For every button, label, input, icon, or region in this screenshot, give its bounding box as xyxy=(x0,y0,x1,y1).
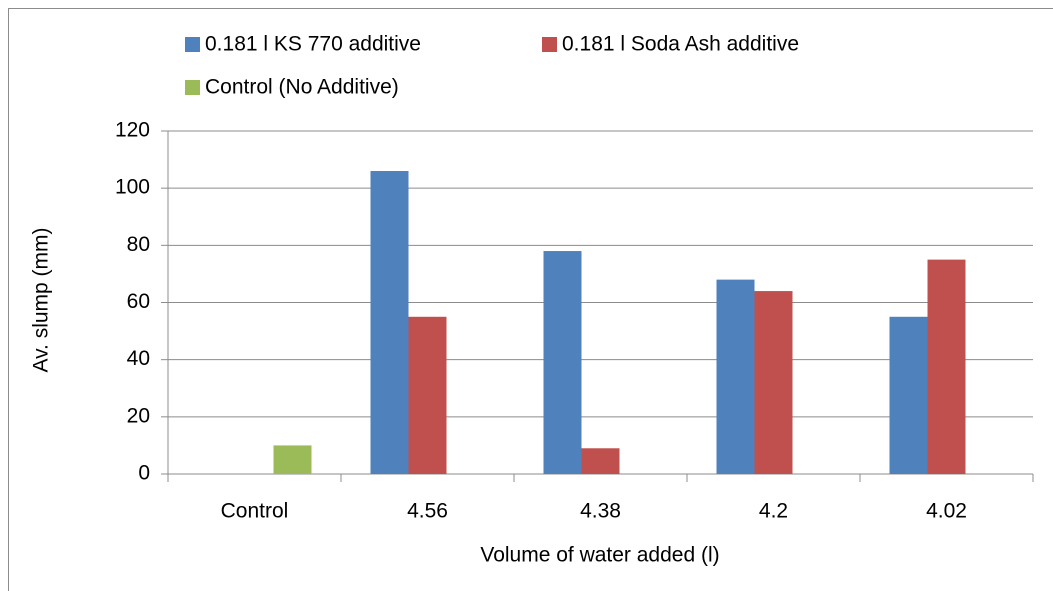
y-tick-label: 100 xyxy=(115,176,150,199)
bar xyxy=(273,445,312,474)
y-tick-label: 80 xyxy=(127,233,150,256)
x-tick-label: Control xyxy=(221,500,289,523)
bar xyxy=(754,291,793,474)
x-axis-title: Volume of water added (l) xyxy=(480,544,719,567)
chart-border xyxy=(8,8,1053,591)
x-tick-label: 4.02 xyxy=(926,500,967,523)
x-tick-label: 4.38 xyxy=(580,500,621,523)
x-tick-label: 4.56 xyxy=(407,500,448,523)
y-tick-label: 60 xyxy=(127,290,150,313)
bar xyxy=(370,171,409,474)
legend-label: 0.181 l KS 770 additive xyxy=(205,33,421,56)
legend-swatch xyxy=(185,80,200,95)
legend-swatch xyxy=(542,37,557,52)
x-tick-label: 4.2 xyxy=(759,500,788,523)
y-tick-label: 20 xyxy=(127,404,150,427)
bar xyxy=(408,316,447,474)
legend-swatch xyxy=(185,37,200,52)
y-tick-label: 0 xyxy=(138,462,150,485)
bar xyxy=(581,448,620,474)
y-tick-label: 120 xyxy=(115,119,150,142)
legend-label: Control (No Additive) xyxy=(205,76,399,99)
y-axis-title: Av. slump (mm) xyxy=(30,227,53,372)
bar xyxy=(927,259,966,474)
bar xyxy=(543,251,582,474)
y-tick-label: 40 xyxy=(127,347,150,370)
legend-label: 0.181 l Soda Ash additive xyxy=(562,33,799,56)
bar xyxy=(716,279,755,474)
bar xyxy=(889,316,928,474)
